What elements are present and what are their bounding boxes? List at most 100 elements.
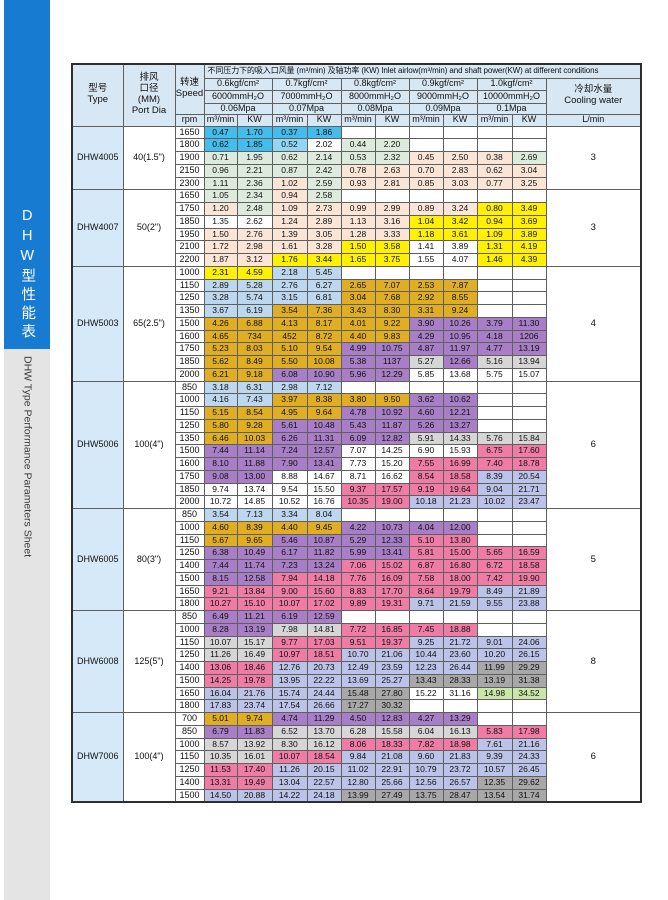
header-pressure-mpa-3: 0.09Mpa [408,102,478,115]
data-cell: 15.50 [306,482,342,497]
header-pressure-kgf-1: 0.7kgf/cm² [271,77,342,91]
rpm-cell: 1800 [174,138,205,152]
data-cell: 5.67 [203,533,238,548]
data-cell: 10.70 [340,648,376,662]
data-cell: 30.32 [374,699,410,713]
header-pressure-mmh2o-0: 6000mmH₂O [203,89,273,104]
header-power-unit-2: KW [374,113,410,127]
data-cell: 6.28 [340,724,376,739]
data-cell: 7.55 [408,457,444,471]
data-cell: 8.54 [236,406,273,420]
port-dia-cell: 125(5") [122,610,176,713]
data-cell: 0.89 [408,202,444,216]
data-cell: 4.16 [203,393,238,407]
data-cell [374,189,410,203]
data-cell [476,699,513,713]
data-cell: 11.21 [236,610,273,624]
data-cell: 3.75 [374,253,410,267]
rpm-cell: 1650 [174,686,205,701]
data-cell: 7.44 [203,559,238,573]
data-cell: 7.42 [476,571,513,586]
rpm-cell: 1750 [174,202,205,216]
data-cell: 10.79 [408,763,444,777]
data-cell: 10.18 [408,495,444,509]
data-cell: 10.72 [203,495,238,509]
cooling-water-cell: 4 [545,265,642,382]
data-cell: 6.75 [476,444,513,458]
data-cell: 16.59 [511,546,547,560]
data-cell: 16.49 [236,648,273,662]
data-cell: 7.36 [306,304,342,318]
data-cell [374,125,410,140]
data-cell: 6.38 [203,546,238,560]
data-cell: 15.48 [340,686,376,701]
data-cell: 4.77 [476,342,513,356]
table-row: 1250 11.26 16.49 10.97 18.51 10.70 21.06 10.44 2… [72,648,641,662]
data-cell [476,418,513,433]
data-cell: 8.03 [236,342,273,356]
data-cell: 9.19 [408,482,444,497]
data-cell: 14.33 [442,431,478,446]
data-cell: 8.88 [271,469,308,484]
data-cell: 2.81 [374,176,410,191]
data-cell: 10.07 [271,597,308,611]
data-cell: 24.18 [306,788,342,803]
data-cell: 20.15 [306,763,342,777]
sheet-title-chinese: DHW型性能表 [19,208,36,342]
data-cell: 5.61 [271,418,308,433]
data-cell: 10.07 [203,635,238,650]
data-cell [511,699,547,713]
cooling-water-cell: 5 [545,508,642,611]
data-cell: 10.35 [340,495,376,509]
data-cell: 7.13 [236,508,273,522]
data-cell: 31.74 [511,788,547,803]
data-cell: 17.57 [374,482,410,497]
data-cell: 3.03 [442,176,478,191]
data-cell [442,380,478,395]
data-cell: 8.57 [203,737,238,752]
data-cell: 4.26 [203,316,238,331]
data-cell: 16.04 [203,686,238,701]
data-cell: 10.48 [306,418,342,433]
data-cell: 2.14 [306,151,342,165]
rpm-cell: 1150 [174,406,205,420]
data-cell: 3.05 [306,227,342,242]
data-cell [476,508,513,522]
data-cell: 7.61 [476,737,513,752]
data-cell [408,508,444,522]
data-cell: 31.38 [511,673,547,688]
data-cell: 2.89 [306,214,342,229]
data-cell: 4.65 [203,329,238,344]
data-cell: 9.54 [306,342,342,356]
data-cell: 4.18 [476,329,513,344]
data-cell: 3.67 [203,304,238,318]
data-cell: 3.58 [374,240,410,254]
rpm-cell: 2300 [174,176,205,191]
table-row: 1350 3.67 6.19 3.54 7.36 3.43 8.30 3.31 9.24 [72,304,641,318]
data-cell: 31.16 [442,686,478,701]
header-pressure-mpa-4: 0.1Mpa [476,102,547,115]
data-cell: 3.25 [511,176,547,191]
data-cell: 1.85 [236,138,273,152]
data-cell: 3.49 [511,202,547,216]
model-cell: DHW6008 [71,610,124,713]
data-cell: 4.13 [271,316,308,331]
table-row: 1150 2.89 5.28 2.76 6.27 2.65 7.07 2.53 7.87 [72,278,641,293]
data-cell: 452 [271,329,308,344]
data-cell: 3.04 [340,291,376,305]
data-cell [476,304,513,318]
table-row: 1900 0.71 1.95 0.62 2.14 0.53 2.32 0.45 2.50 0.38… [72,151,641,165]
rpm-cell: 850 [174,380,205,395]
rpm-cell: 1250 [174,546,205,560]
data-cell: 5.76 [476,431,513,446]
data-cell: 15.07 [511,367,547,382]
rpm-cell: 1150 [174,750,205,764]
data-cell: 6.52 [271,724,308,739]
data-cell: 2.42 [306,163,342,178]
data-cell: 21.76 [236,686,273,701]
data-cell: 9.50 [374,393,410,407]
table-row: 1150 5.67 9.65 5.46 10.87 5.29 12.33 5.10 13.80 [72,533,641,548]
data-cell: 2.53 [408,278,444,293]
data-cell [511,380,547,395]
